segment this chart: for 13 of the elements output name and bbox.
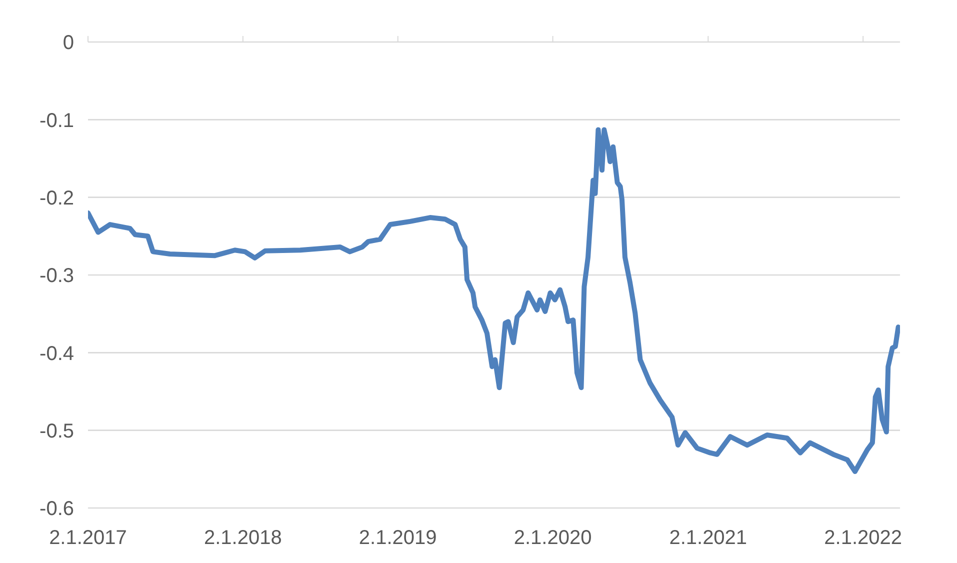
x-tick-label: 2.1.2019 (358, 527, 437, 550)
y-tick-label: -0.6 (40, 498, 74, 520)
x-tick-label: 2.1.2022 (824, 527, 902, 550)
y-tick-label: -0.5 (40, 420, 74, 442)
y-tick-label: 0 (62, 32, 74, 54)
y-tick-label: -0.4 (40, 342, 74, 365)
x-tick-label: 2.1.2017 (49, 527, 127, 550)
x-tick-label: 2.1.2021 (669, 527, 748, 550)
y-tick-label: -0.2 (40, 187, 74, 210)
x-tick-label: 2.1.2018 (204, 527, 282, 550)
y-tick-label: -0.1 (40, 110, 74, 132)
y-tick-label: -0.3 (40, 265, 74, 288)
x-tick-label: 2.1.2020 (514, 527, 592, 550)
